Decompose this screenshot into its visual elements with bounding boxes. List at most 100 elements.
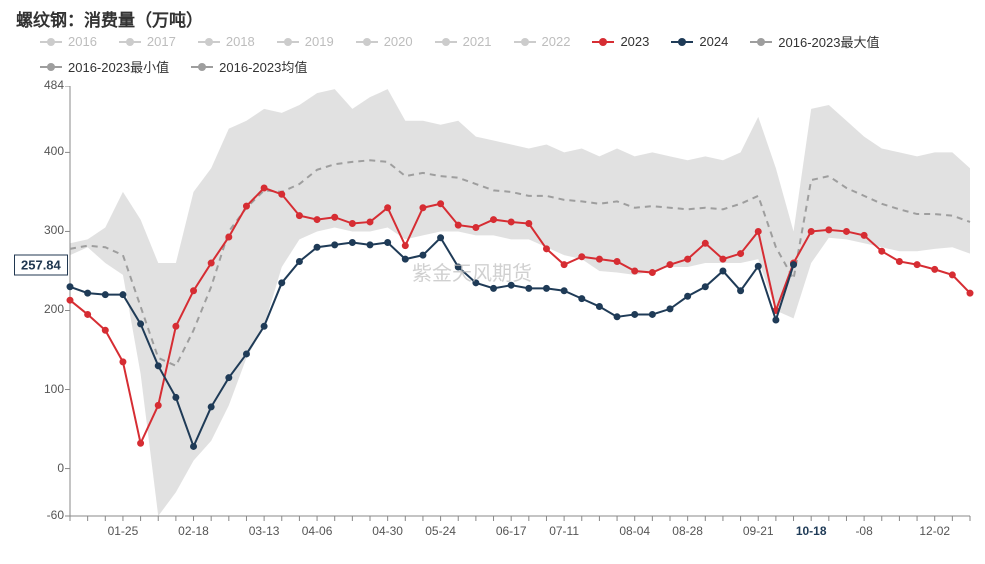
x-tick-label: -08 xyxy=(855,524,872,538)
legend-label: 2016-2023最大值 xyxy=(778,32,879,51)
series-2023-marker xyxy=(367,219,373,225)
legend-item[interactable]: 2024 xyxy=(671,34,728,49)
legend-item[interactable]: 2021 xyxy=(435,34,492,49)
series-2023-marker xyxy=(561,262,567,268)
series-2024-marker xyxy=(67,284,73,290)
series-2023-marker xyxy=(755,228,761,234)
series-2024-marker xyxy=(243,351,249,357)
legend-marker xyxy=(119,41,141,43)
series-2024-marker xyxy=(402,256,408,262)
series-2024-marker xyxy=(138,321,144,327)
y-tick-label: 200 xyxy=(14,302,64,316)
x-tick-label: 01-25 xyxy=(108,524,139,538)
legend-item[interactable]: 2023 xyxy=(592,34,649,49)
series-2023-marker xyxy=(402,243,408,249)
series-2023-marker xyxy=(243,203,249,209)
legend: 2016 2017 2018 2019 2020 2021 2022 2023 2024 2016… xyxy=(40,32,965,76)
x-tick-label: 07-11 xyxy=(549,524,579,538)
series-2023-marker xyxy=(85,311,91,317)
series-2023-marker xyxy=(614,258,620,264)
series-2024-marker xyxy=(296,258,302,264)
series-2023-marker xyxy=(543,246,549,252)
series-2023-marker xyxy=(932,266,938,272)
series-2024-marker xyxy=(579,296,585,302)
legend-marker xyxy=(40,66,62,68)
series-2024-marker xyxy=(685,293,691,299)
series-2023-marker xyxy=(667,262,673,268)
legend-label: 2016 xyxy=(68,34,97,49)
x-tick-label: 04-30 xyxy=(372,524,403,538)
x-tick-label: 03-13 xyxy=(249,524,280,538)
series-2023-marker xyxy=(649,270,655,276)
legend-item[interactable]: 2016 xyxy=(40,34,97,49)
series-2024-marker xyxy=(385,240,391,246)
legend-item[interactable]: 2020 xyxy=(356,34,413,49)
x-tick-label: 08-04 xyxy=(619,524,650,538)
chart-svg xyxy=(0,86,985,564)
legend-item[interactable]: 2019 xyxy=(277,34,334,49)
legend-item[interactable]: 2016-2023均值 xyxy=(191,57,307,76)
series-2023-marker xyxy=(508,219,514,225)
series-2024-marker xyxy=(155,363,161,369)
series-2023-marker xyxy=(296,213,302,219)
legend-marker xyxy=(592,41,614,43)
legend-item[interactable]: 2017 xyxy=(119,34,176,49)
series-2024-marker xyxy=(455,264,461,270)
series-2024-marker xyxy=(208,404,214,410)
series-2024-marker xyxy=(173,394,179,400)
series-2023-marker xyxy=(385,205,391,211)
series-2024-marker xyxy=(526,285,532,291)
legend-label: 2022 xyxy=(542,34,571,49)
series-2024-marker xyxy=(632,311,638,317)
legend-item[interactable]: 2022 xyxy=(514,34,571,49)
series-2024-marker xyxy=(773,317,779,323)
series-2024-marker xyxy=(738,288,744,294)
series-2024-marker xyxy=(720,268,726,274)
legend-label: 2023 xyxy=(620,34,649,49)
series-2023-marker xyxy=(67,297,73,303)
series-2023-marker xyxy=(808,228,814,234)
series-2024-marker xyxy=(702,284,708,290)
series-2024-marker xyxy=(561,288,567,294)
series-2023-marker xyxy=(120,359,126,365)
series-2023-marker xyxy=(896,258,902,264)
current-value-box: 257.84 xyxy=(14,254,68,275)
series-2023-marker xyxy=(720,256,726,262)
series-2024-marker xyxy=(667,306,673,312)
series-2023-marker xyxy=(102,327,108,333)
series-2024-marker xyxy=(349,240,355,246)
series-2024-marker xyxy=(649,311,655,317)
series-2024-marker xyxy=(367,242,373,248)
legend-marker xyxy=(671,41,693,43)
series-2023-marker xyxy=(738,251,744,257)
series-2024-marker xyxy=(596,304,602,310)
series-2024-marker xyxy=(755,263,761,269)
series-2023-marker xyxy=(261,185,267,191)
series-2023-marker xyxy=(173,323,179,329)
legend-item[interactable]: 2016-2023最大值 xyxy=(750,32,879,51)
series-2023-marker xyxy=(191,288,197,294)
legend-item[interactable]: 2018 xyxy=(198,34,255,49)
series-2023-marker xyxy=(279,191,285,197)
range-band xyxy=(70,89,970,516)
legend-marker xyxy=(514,41,536,43)
series-2024-marker xyxy=(120,292,126,298)
series-2023-marker xyxy=(596,256,602,262)
series-2024-marker xyxy=(261,323,267,329)
series-2023-marker xyxy=(332,214,338,220)
legend-label: 2017 xyxy=(147,34,176,49)
series-2023-marker xyxy=(526,221,532,227)
y-tick-label: 400 xyxy=(14,144,64,158)
x-tick-label: 02-18 xyxy=(178,524,209,538)
y-tick-label: -60 xyxy=(14,508,64,522)
series-2024-marker xyxy=(332,242,338,248)
legend-label: 2019 xyxy=(305,34,334,49)
series-2024-marker xyxy=(543,285,549,291)
x-tick-label: 05-24 xyxy=(425,524,456,538)
series-2023-marker xyxy=(314,217,320,223)
legend-item[interactable]: 2016-2023最小值 xyxy=(40,57,169,76)
series-2023-marker xyxy=(843,228,849,234)
chart-area: -600100200300400484 01-2502-1803-1304-06… xyxy=(0,86,985,564)
legend-marker xyxy=(198,41,220,43)
series-2023-marker xyxy=(155,402,161,408)
